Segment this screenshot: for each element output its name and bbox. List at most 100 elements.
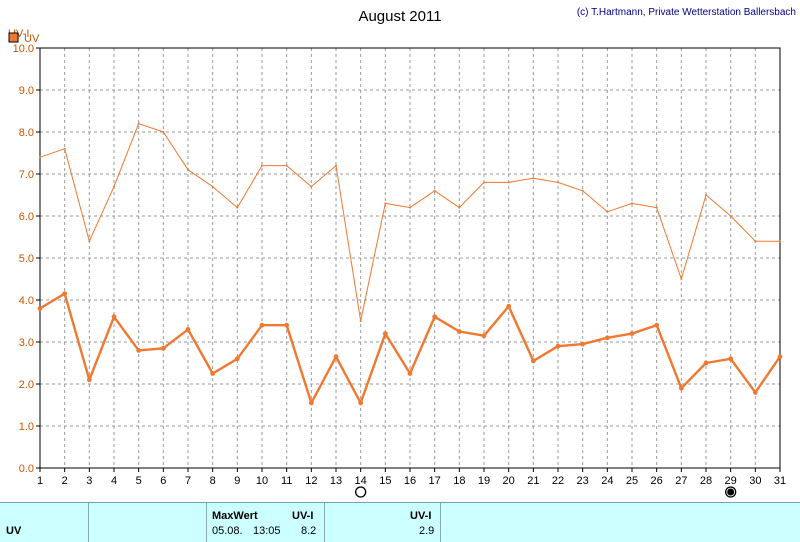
data-point (631, 202, 633, 205)
data-point (703, 360, 709, 366)
data-point (606, 210, 609, 213)
stats-row-label: UV (6, 525, 22, 537)
x-tick-label: 1 (37, 475, 43, 487)
data-point (458, 206, 461, 209)
x-tick-label: 18 (453, 475, 465, 487)
x-tick-label: 4 (111, 475, 117, 487)
data-point (481, 333, 487, 339)
x-tick-label: 9 (234, 475, 240, 487)
data-point (728, 356, 734, 362)
data-point (37, 306, 43, 311)
divider (206, 503, 207, 542)
max-unit-header: UV-I (292, 510, 314, 522)
x-tick-label: 29 (725, 475, 737, 487)
chart-grid (40, 48, 780, 468)
data-point (335, 164, 337, 167)
y-tick-label: 8.0 (19, 127, 34, 139)
data-point (160, 345, 166, 351)
data-point (580, 341, 586, 347)
x-tick-label: 11 (281, 475, 292, 487)
data-point (680, 278, 683, 280)
data-point (63, 147, 66, 150)
data-point (113, 185, 115, 188)
data-point (407, 371, 413, 376)
data-point (259, 322, 265, 328)
data-point (754, 240, 757, 243)
data-point (86, 377, 92, 383)
x-tick-label: 24 (601, 475, 613, 487)
x-tick-label: 22 (552, 475, 564, 487)
full-moon-icon (355, 486, 367, 498)
data-point (678, 385, 684, 391)
data-point (456, 329, 462, 334)
y-tick-label: 6.0 (19, 211, 34, 223)
data-point (137, 122, 140, 125)
data-point (358, 400, 364, 406)
data-point (187, 168, 189, 171)
x-tick-label: 10 (256, 475, 268, 487)
data-point (604, 335, 610, 341)
data-point (655, 206, 658, 209)
x-tick-label: 15 (379, 475, 391, 487)
y-ticks: 0.0 1.0 2.0 3.0 4.0 5.0 6.0 7.0 8.0 9.0 10.0 (13, 43, 40, 475)
data-point (162, 131, 165, 133)
data-point (285, 164, 288, 167)
x-tick-label: 20 (503, 475, 515, 487)
data-point (62, 291, 68, 297)
x-tick-label: 5 (136, 475, 142, 487)
data-point (39, 156, 41, 159)
x-tick-label: 27 (675, 475, 687, 487)
y-tick-label: 7.0 (19, 169, 34, 181)
data-point (236, 206, 239, 209)
data-point (654, 322, 660, 328)
data-point (234, 356, 240, 362)
x-tick-label: 23 (577, 475, 589, 487)
data-point (777, 354, 783, 360)
data-point (532, 177, 535, 180)
x-tick-label: 13 (330, 475, 342, 487)
data-point (359, 320, 362, 322)
max-header: MaxWert (212, 510, 258, 522)
data-point (752, 390, 758, 395)
data-point (310, 185, 313, 188)
x-tick-label: 21 (527, 475, 539, 487)
y-tick-label: 9.0 (19, 85, 34, 97)
data-point (185, 327, 191, 332)
data-point (779, 240, 781, 243)
max-value: 8.2 (301, 525, 317, 537)
y-tick-label: 2.0 (19, 379, 34, 391)
y-tick-label: 4.0 (19, 295, 34, 307)
data-point (530, 358, 536, 364)
x-tick-label: 14 (355, 475, 367, 487)
legend-label: UV (24, 33, 40, 45)
moon-markers (355, 486, 737, 498)
data-point (432, 314, 438, 320)
divider (88, 503, 89, 542)
chart-title: August 2011 (358, 8, 441, 25)
x-tick-label: 28 (700, 475, 712, 487)
x-tick-label: 8 (210, 475, 216, 487)
x-tick-label: 7 (185, 475, 191, 487)
max-time: 13:05 (253, 525, 281, 537)
data-point (433, 189, 436, 192)
data-point (308, 400, 314, 406)
x-tick-label: 12 (305, 475, 317, 487)
data-point (333, 354, 339, 360)
data-point (88, 240, 91, 243)
data-point (384, 202, 387, 205)
avg-value: 2.9 (419, 525, 435, 537)
y-tick-label: 0.0 (19, 463, 34, 475)
data-point (629, 331, 635, 336)
x-tick-label: 31 (774, 475, 786, 487)
divider (324, 503, 325, 542)
data-point (506, 303, 512, 309)
data-point (382, 331, 388, 336)
data-point (729, 215, 732, 217)
x-tick-label: 25 (626, 475, 638, 487)
data-point (111, 314, 117, 320)
avg-unit-header: UV-I (410, 510, 432, 522)
data-point (136, 348, 142, 353)
legend-swatch (8, 32, 19, 43)
new-moon-icon (725, 486, 737, 498)
max-date: 05.08. (212, 525, 243, 537)
